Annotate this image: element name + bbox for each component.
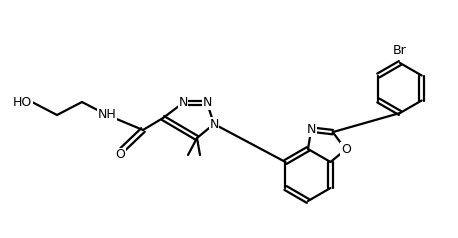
Text: N: N (209, 118, 218, 130)
Text: O: O (341, 143, 351, 156)
Text: N: N (306, 123, 316, 136)
Text: O: O (115, 149, 125, 162)
Text: HO: HO (13, 95, 32, 109)
Text: Br: Br (393, 45, 407, 58)
Text: N: N (202, 96, 212, 109)
Text: NH: NH (98, 109, 116, 122)
Text: N: N (178, 96, 188, 109)
